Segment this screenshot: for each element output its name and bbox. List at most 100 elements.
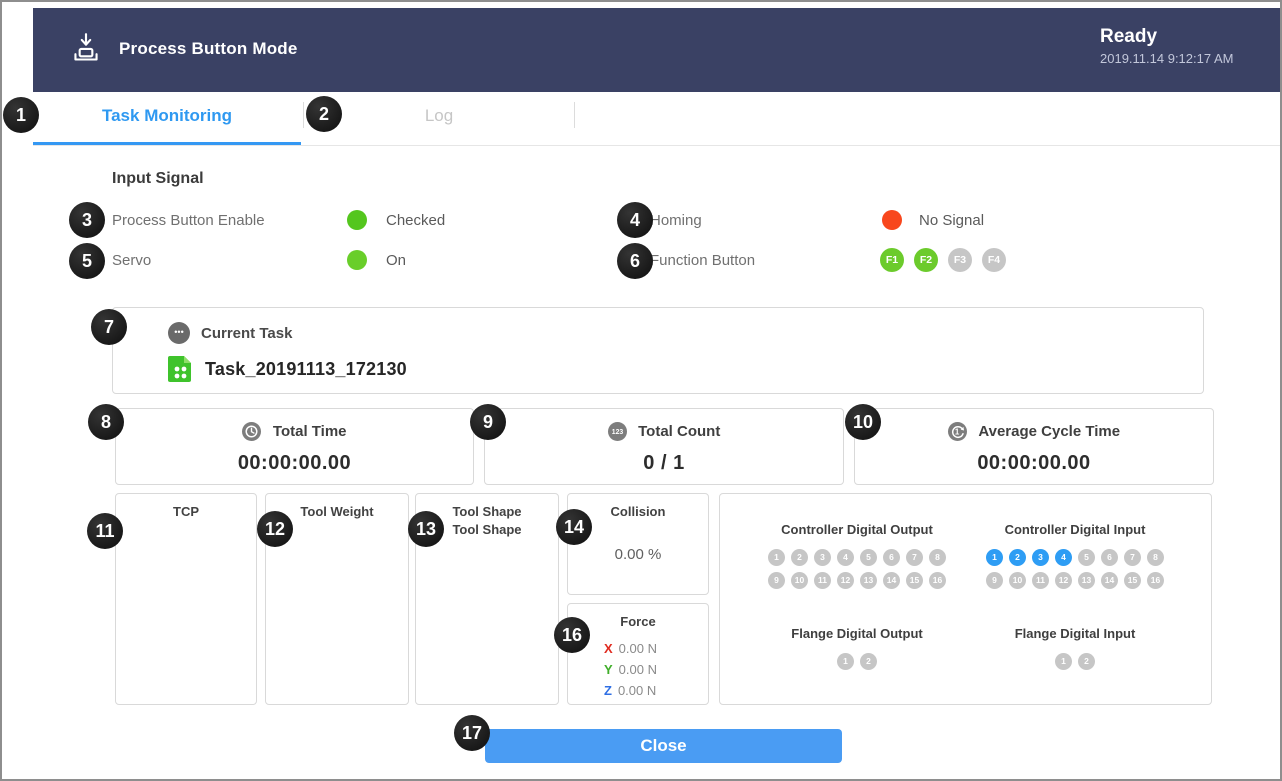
io-indicator-4: 4 xyxy=(837,549,854,566)
callout-badge-17: 17 xyxy=(454,715,490,751)
io-indicator-15: 15 xyxy=(1124,572,1141,589)
io-indicator-13: 13 xyxy=(860,572,877,589)
io-indicator-11: 11 xyxy=(814,572,831,589)
tab-log[interactable]: Log xyxy=(424,106,454,125)
label-process-button-enable: Process Button Enable xyxy=(112,212,265,229)
force-values: X 0.00 N Y 0.00 N Z 0.00 N xyxy=(604,638,657,701)
flange-digital-output-title: Flange Digital Output xyxy=(791,626,923,641)
function-button-f1-indicator: F1 xyxy=(880,248,904,272)
dialog-header: Process Button Mode Ready 2019.11.14 9:1… xyxy=(33,8,1280,92)
total-time-label: Total Time xyxy=(272,423,347,440)
callout-badge-10: 10 xyxy=(845,404,881,440)
total-time-value: 00:00:00.00 xyxy=(237,452,352,474)
input-signal-heading: Input Signal xyxy=(112,170,204,187)
current-task-label: Current Task xyxy=(201,325,293,342)
function-button-f2-indicator: F2 xyxy=(914,248,938,272)
count-123-icon: 123 xyxy=(607,422,627,441)
callout-badge-6: 6 xyxy=(617,243,653,279)
io-indicator-12: 12 xyxy=(1055,572,1072,589)
tool-weight-title: Tool Weight xyxy=(300,504,374,519)
tab-bottom-line xyxy=(33,145,1280,146)
total-count-label: Total Count xyxy=(638,423,721,440)
tool-shape-title: Tool Shape xyxy=(452,504,522,519)
flange-digital-input-title: Flange Digital Input xyxy=(1014,626,1136,641)
average-cycle-time-card: 1 Average Cycle Time 00:00:00.00 xyxy=(854,408,1214,485)
total-count-value: 0 / 1 xyxy=(643,452,685,474)
io-indicator-2: 2 xyxy=(1078,653,1095,670)
callout-badge-2: 2 xyxy=(306,96,342,132)
io-indicator-16: 16 xyxy=(1147,572,1164,589)
force-panel: Force X 0.00 N Y 0.00 N Z 0.00 N xyxy=(567,603,709,705)
force-z-row: Z 0.00 N xyxy=(604,683,657,698)
average-cycle-time-label: Average Cycle Time xyxy=(978,423,1121,440)
callout-badge-1: 1 xyxy=(3,97,39,133)
tcp-title: TCP xyxy=(173,504,199,519)
tab-task-monitoring[interactable]: Task Monitoring xyxy=(101,106,232,125)
collision-title: Collision xyxy=(610,504,666,519)
io-indicator-12: 12 xyxy=(837,572,854,589)
state-on: On xyxy=(386,252,407,269)
current-task-name: Task_20191113_172130 xyxy=(205,359,407,379)
io-indicator-7: 7 xyxy=(1124,549,1141,566)
ellipsis-icon xyxy=(168,322,190,344)
callout-badge-7: 7 xyxy=(91,309,127,345)
homing-indicator xyxy=(882,210,902,230)
callout-badge-16: 16 xyxy=(554,617,590,653)
status-timestamp: 2019.11.14 9:12:17 AM xyxy=(1100,51,1234,66)
io-indicator-9: 9 xyxy=(986,572,1003,589)
io-indicator-2: 2 xyxy=(860,653,877,670)
collision-panel: Collision 0.00 % xyxy=(567,493,709,595)
force-x-row: X 0.00 N xyxy=(604,641,657,656)
io-indicator-1: 1 xyxy=(837,653,854,670)
state-checked: Checked xyxy=(386,212,446,229)
label-servo: Servo xyxy=(112,252,152,269)
io-indicator-8: 8 xyxy=(1147,549,1164,566)
io-indicator-16: 16 xyxy=(929,572,946,589)
collision-value: 0.00 % xyxy=(614,546,662,563)
digital-io-panel: Controller Digital Output 1 2 3 4 5 6 7 89 10 11 1… xyxy=(719,493,1212,705)
active-tab-underline xyxy=(33,142,301,146)
io-indicator-9: 9 xyxy=(768,572,785,589)
tab-bar: Task Monitoring Log xyxy=(2,92,1280,147)
average-cycle-time-value: 00:00:00.00 xyxy=(977,452,1091,474)
label-function-button: Function Button xyxy=(650,252,756,269)
callout-badge-12: 12 xyxy=(257,511,293,547)
tool-weight-panel: Tool Weight xyxy=(265,493,409,705)
io-indicator-6: 6 xyxy=(883,549,900,566)
total-time-card: Total Time 00:00:00.00 xyxy=(115,408,474,485)
io-indicator-1: 1 xyxy=(768,549,785,566)
controller-digital-input-title: Controller Digital Input xyxy=(1004,522,1146,537)
close-button[interactable]: Close xyxy=(485,729,842,763)
robot-status: Ready xyxy=(1100,26,1158,47)
label-homing: Homing xyxy=(650,212,702,229)
io-indicator-5: 5 xyxy=(860,549,877,566)
io-indicator-13: 13 xyxy=(1078,572,1095,589)
callout-badge-13: 13 xyxy=(408,511,444,547)
controller-digital-output-group: Controller Digital Output 1 2 3 4 5 6 7 89 10 11 1… xyxy=(734,522,980,592)
total-count-card: 123 Total Count 0 / 1 xyxy=(484,408,844,485)
process-button-enable-indicator xyxy=(347,210,367,230)
tab-separator xyxy=(303,102,304,128)
io-indicator-8: 8 xyxy=(929,549,946,566)
io-indicator-6: 6 xyxy=(1101,549,1118,566)
state-no-signal: No Signal xyxy=(919,212,985,229)
io-indicator-5: 5 xyxy=(1078,549,1095,566)
io-indicator-10: 10 xyxy=(791,572,808,589)
tcp-panel: TCP xyxy=(115,493,257,705)
io-indicator-14: 14 xyxy=(883,572,900,589)
function-buttons: F1 F2 F3 F4 xyxy=(880,248,1016,272)
cycle-time-icon: 1 xyxy=(947,422,967,441)
force-y-row: Y 0.00 N xyxy=(604,662,657,677)
dialog-title: Process Button Mode xyxy=(119,39,298,58)
io-indicator-1: 1 xyxy=(986,549,1003,566)
callout-badge-14: 14 xyxy=(556,509,592,545)
tab-separator xyxy=(574,102,575,128)
current-task-card: Current Task Task_20191113_172130 xyxy=(112,307,1204,394)
svg-text:1: 1 xyxy=(955,427,960,436)
controller-digital-output-title: Controller Digital Output xyxy=(781,522,933,537)
controller-digital-input-group: Controller Digital Input 1 2 3 4 5 6 7 89 10 11 12… xyxy=(952,522,1198,592)
servo-indicator xyxy=(347,250,367,270)
function-button-f4-indicator: F4 xyxy=(982,248,1006,272)
